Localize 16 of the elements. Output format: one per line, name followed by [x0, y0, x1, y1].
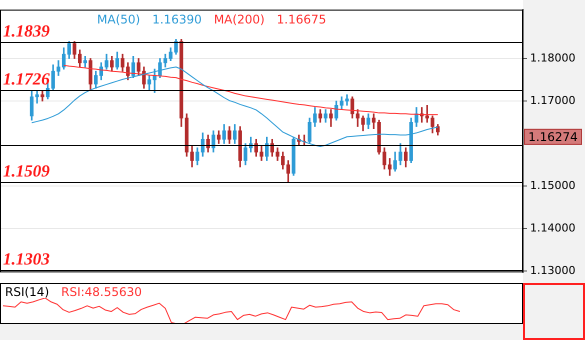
text: MA(50) — [97, 12, 140, 27]
text: 1.16274 — [528, 130, 578, 144]
y-tick-label: 1.17000 — [530, 94, 576, 107]
ref-line-label: 1.1726 — [3, 70, 50, 88]
ref-line-label: 1.1303 — [3, 250, 50, 268]
annotation: 1.16390 — [152, 12, 202, 27]
text: MA(200) — [214, 12, 265, 27]
y-tick-label: 1.18000 — [530, 51, 576, 64]
ref-line-label: 1.1509 — [3, 162, 50, 180]
y-tick-label: 1.14000 — [530, 221, 576, 234]
annotation: 1.16675 — [276, 12, 326, 27]
ref-line-label: 1.1839 — [3, 22, 50, 40]
y-tick-label: 1.13000 — [530, 264, 576, 277]
annotation: RSI:48.55630 — [61, 285, 142, 300]
series-label: RSI(14) — [5, 285, 50, 300]
y-tick-label: 1.15000 — [530, 178, 576, 192]
